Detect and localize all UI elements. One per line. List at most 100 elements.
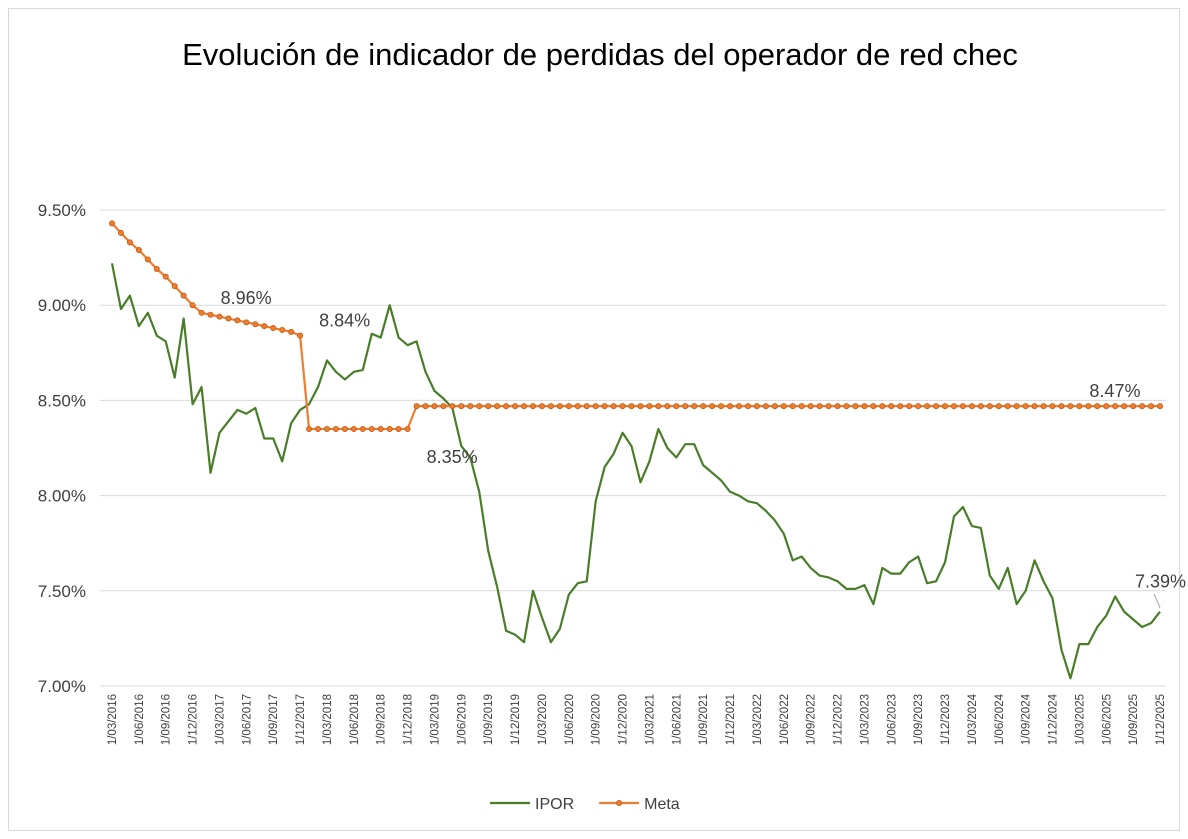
data-point — [977, 403, 984, 410]
data-point — [691, 403, 698, 410]
data-point — [834, 403, 841, 410]
data-point — [959, 403, 966, 410]
data-point — [1130, 403, 1137, 410]
data-point — [807, 403, 814, 410]
x-tick-label: 1/09/2016 — [161, 694, 173, 745]
x-tick-label: 1/12/2017 — [295, 694, 307, 745]
data-point — [1049, 403, 1056, 410]
data-point — [404, 425, 411, 432]
data-point — [942, 403, 949, 410]
x-tick-label: 1/09/2020 — [591, 694, 603, 745]
data-point — [323, 425, 330, 432]
x-tick-label: 1/09/2017 — [268, 694, 280, 745]
data-point — [189, 302, 196, 309]
data-point — [1058, 403, 1065, 410]
data-point — [610, 403, 617, 410]
x-tick-label: 1/03/2022 — [752, 694, 764, 745]
data-point — [628, 403, 635, 410]
data-point — [950, 403, 957, 410]
x-tick-label: 1/03/2016 — [107, 694, 119, 745]
data-point — [655, 403, 662, 410]
data-point — [198, 309, 205, 316]
data-point — [1085, 403, 1092, 410]
data-point — [270, 325, 277, 332]
data-point — [592, 403, 599, 410]
data-point — [727, 403, 734, 410]
x-tick-label: 1/12/2023 — [940, 694, 952, 745]
y-tick-label: 9.50% — [38, 201, 86, 220]
x-tick-label: 1/06/2025 — [1101, 694, 1113, 745]
x-tick-label: 1/12/2021 — [725, 694, 737, 745]
x-tick-label: 1/06/2019 — [456, 694, 468, 745]
data-point — [476, 403, 483, 410]
data-point — [601, 403, 608, 410]
data-point — [1067, 403, 1074, 410]
x-tick-label: 1/09/2021 — [698, 694, 710, 745]
y-tick-label: 8.00% — [38, 487, 86, 506]
legend-label: IPOR — [535, 796, 574, 813]
x-tick-label: 1/03/2018 — [322, 694, 334, 745]
data-point — [377, 425, 384, 432]
data-point — [243, 319, 250, 326]
x-tick-label: 1/06/2021 — [671, 694, 683, 745]
x-tick-label: 1/12/2025 — [1155, 694, 1167, 745]
data-point — [1022, 403, 1029, 410]
data-point — [503, 403, 510, 410]
data-point — [637, 403, 644, 410]
data-point — [861, 403, 868, 410]
data-point — [521, 403, 528, 410]
x-tick-label: 1/09/2024 — [1021, 693, 1033, 745]
x-tick-label: 1/12/2024 — [1048, 693, 1060, 745]
data-point — [879, 403, 886, 410]
x-tick-label: 1/03/2024 — [967, 693, 979, 745]
data-point — [1103, 403, 1110, 410]
x-tick-label: 1/06/2023 — [886, 694, 898, 745]
data-label: 8.47% — [1089, 381, 1140, 401]
data-point — [897, 403, 904, 410]
data-point — [144, 256, 151, 263]
data-point — [1121, 403, 1128, 410]
data-point — [915, 403, 922, 410]
x-tick-label: 1/09/2025 — [1128, 694, 1140, 745]
data-point — [297, 332, 304, 339]
data-point — [933, 403, 940, 410]
x-tick-label: 1/03/2023 — [859, 694, 871, 745]
data-point — [1094, 403, 1101, 410]
data-point — [422, 403, 429, 410]
data-point — [1040, 403, 1047, 410]
data-point — [843, 403, 850, 410]
x-tick-label: 1/09/2019 — [483, 694, 495, 745]
data-point — [619, 403, 626, 410]
legend-marker — [616, 800, 623, 807]
y-tick-label: 7.50% — [38, 582, 86, 601]
data-point — [207, 311, 214, 318]
data-point — [440, 403, 447, 410]
data-point — [718, 403, 725, 410]
x-tick-label: 1/06/2022 — [779, 694, 791, 745]
data-point — [574, 403, 581, 410]
data-point — [1157, 403, 1164, 410]
x-tick-label: 1/06/2017 — [241, 694, 253, 745]
data-point — [234, 317, 241, 324]
data-point — [171, 283, 178, 290]
x-tick-label: 1/12/2022 — [833, 694, 845, 745]
data-point — [180, 292, 187, 299]
data-point — [467, 403, 474, 410]
x-tick-label: 1/09/2023 — [913, 694, 925, 745]
x-tick-label: 1/06/2020 — [564, 694, 576, 745]
data-point — [538, 403, 545, 410]
data-point — [109, 220, 116, 227]
label-leader — [1153, 593, 1161, 608]
data-point — [350, 425, 357, 432]
y-tick-label: 9.00% — [38, 296, 86, 315]
data-point — [368, 425, 375, 432]
data-point — [798, 403, 805, 410]
data-point — [485, 403, 492, 410]
data-point — [995, 403, 1002, 410]
data-point — [709, 403, 716, 410]
data-point — [512, 403, 519, 410]
data-point — [870, 403, 877, 410]
data-point — [216, 313, 223, 320]
data-point — [458, 403, 465, 410]
